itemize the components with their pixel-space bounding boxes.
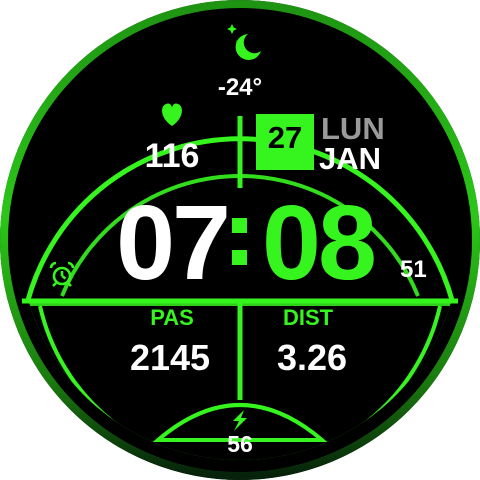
lightning-bolt-icon [233,410,247,431]
distance-value: 3.26 [276,337,348,378]
time-minutes: 08 [262,184,377,302]
battery-value: 56 [227,431,253,457]
moon-stars-icon [227,24,261,60]
month-label: JAN [319,141,382,176]
day-number: 27 [267,120,303,155]
distance-label: DIST [282,305,334,330]
time-seconds: 51 [400,256,427,283]
lower-arc-inner [38,305,442,460]
temperature-value: -24° [217,74,263,101]
alarm-clock-icon [49,261,75,287]
steps-label: PAS [150,305,194,330]
time-colon-top [232,218,247,233]
day-number-badge [256,114,314,170]
heart-icon [162,103,182,126]
steps-value: 2145 [129,337,211,378]
weekday-label: LUN [321,111,385,146]
heart-rate-value: 116 [144,137,200,175]
time-colon-bottom [232,250,247,265]
time-hours: 07 [116,184,231,302]
